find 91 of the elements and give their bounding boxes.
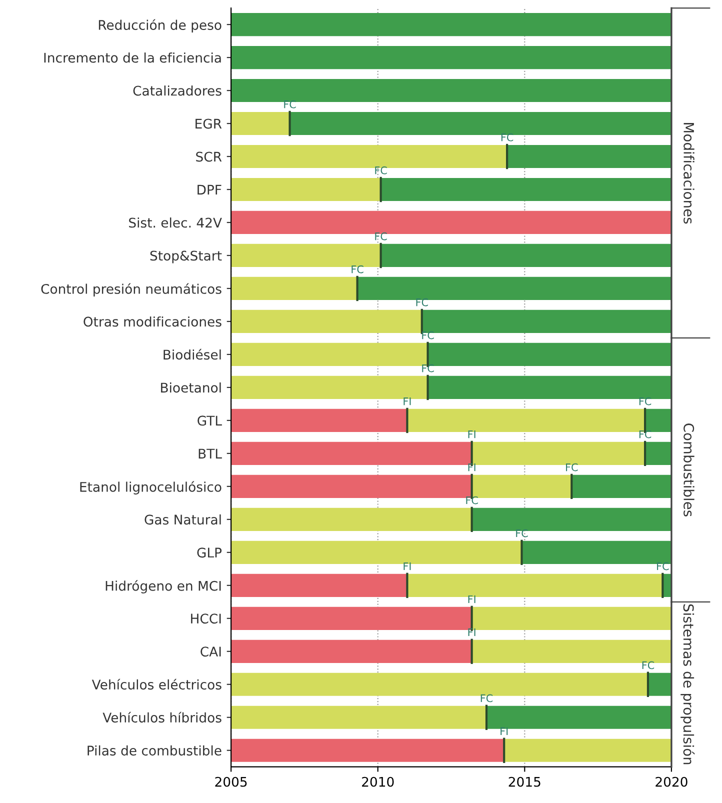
y-tick-label: Catalizadores xyxy=(133,86,222,96)
bar xyxy=(407,408,646,432)
bar xyxy=(380,244,672,268)
annotation: FC xyxy=(566,463,578,472)
y-tick-label: DPF xyxy=(198,184,222,195)
y-tick-label: HCCI xyxy=(191,614,221,624)
bar xyxy=(231,276,358,300)
y-tick-label: SCR xyxy=(196,152,222,162)
annotation: FC xyxy=(466,496,478,504)
bar xyxy=(231,46,672,70)
bar xyxy=(231,112,290,136)
bar xyxy=(231,178,381,202)
annotation: FC xyxy=(657,562,669,570)
bar xyxy=(231,606,472,630)
bar xyxy=(504,738,672,762)
y-tick-label: Pilas de combustible xyxy=(88,745,222,756)
bar xyxy=(231,408,408,432)
y-tick-label: Otras modificaciones xyxy=(84,316,222,327)
x-tick-label: 2015 xyxy=(508,776,540,787)
bar xyxy=(231,12,672,36)
y-tick-label: Control presión neumáticos xyxy=(41,283,222,296)
y-tick-label: CAI xyxy=(200,646,221,657)
annotation: FI xyxy=(468,430,476,438)
bar xyxy=(231,310,422,334)
annotation: FI xyxy=(404,397,411,406)
bar xyxy=(231,640,472,663)
annotation: FC xyxy=(352,265,364,274)
bar xyxy=(231,342,428,366)
bar xyxy=(380,178,672,202)
bar xyxy=(231,442,472,465)
y-tick-label: Vehículos híbridos xyxy=(102,712,222,723)
annotation: FC xyxy=(516,529,528,538)
annotation: FC xyxy=(422,364,434,372)
y-tick-label: Hidrógeno en MCI xyxy=(106,580,221,594)
bar xyxy=(231,474,472,498)
annotation: FC xyxy=(284,100,296,108)
bar xyxy=(645,408,672,432)
annotation: FC xyxy=(416,298,428,306)
annotation: FI xyxy=(500,727,508,736)
bar xyxy=(645,442,672,465)
y-tick-label: Sist. elec. 42V xyxy=(129,217,222,228)
y-tick-label: EGR xyxy=(196,118,222,129)
y-tick-label: Incremento de la eficiencia xyxy=(44,52,221,63)
annotation: FI xyxy=(468,463,476,472)
bar xyxy=(472,442,646,465)
bar xyxy=(231,672,648,696)
y-tick-label: Stop&Start xyxy=(150,250,222,264)
bar xyxy=(472,474,572,498)
y-tick-label: Biodiésel xyxy=(164,348,221,360)
bar xyxy=(231,508,472,531)
bar xyxy=(472,640,672,663)
bar xyxy=(428,342,672,366)
bar xyxy=(231,738,504,762)
y-tick-label: Gas Natural xyxy=(144,514,221,525)
y-tick-label: GLP xyxy=(197,548,222,558)
x-tick-label: 2005 xyxy=(215,776,247,787)
bar xyxy=(486,706,672,729)
bar xyxy=(472,606,672,630)
annotation: FC xyxy=(422,331,434,340)
bar xyxy=(522,540,672,564)
bar xyxy=(428,376,672,399)
annotation: FC xyxy=(639,430,652,438)
bar xyxy=(231,376,428,399)
annotation: FC xyxy=(642,661,654,670)
y-tick-label: Bioetanol xyxy=(161,382,221,393)
annotation: FC xyxy=(375,166,387,174)
bar xyxy=(507,144,672,168)
annotation: FC xyxy=(480,694,493,702)
bar xyxy=(472,508,672,531)
annotation: FI xyxy=(404,562,411,570)
bar xyxy=(231,706,486,729)
y-tick-label: Vehículos eléctricos xyxy=(92,678,222,690)
annotation: FC xyxy=(501,133,514,142)
bar xyxy=(231,574,408,597)
annotation: FC xyxy=(639,397,652,406)
x-tick-label: 2010 xyxy=(362,776,394,787)
text: Combustibles xyxy=(684,424,694,516)
annotation: FC xyxy=(375,232,387,240)
text: Sistemas de propulsión xyxy=(680,604,695,764)
y-tick-label: BTL xyxy=(198,448,222,458)
y-tick-label: Etanol lignocelulósico xyxy=(80,481,222,494)
bar xyxy=(231,540,522,564)
x-tick-label: 2020 xyxy=(656,776,688,787)
text: Modificaciones xyxy=(684,123,694,224)
y-tick-label: Reducción de peso xyxy=(98,19,222,33)
annotation: FI xyxy=(468,595,476,604)
bar xyxy=(648,672,672,696)
bar xyxy=(572,474,672,498)
bar xyxy=(407,574,663,597)
y-tick-label: GTL xyxy=(198,416,222,426)
annotation: FI xyxy=(468,628,476,636)
